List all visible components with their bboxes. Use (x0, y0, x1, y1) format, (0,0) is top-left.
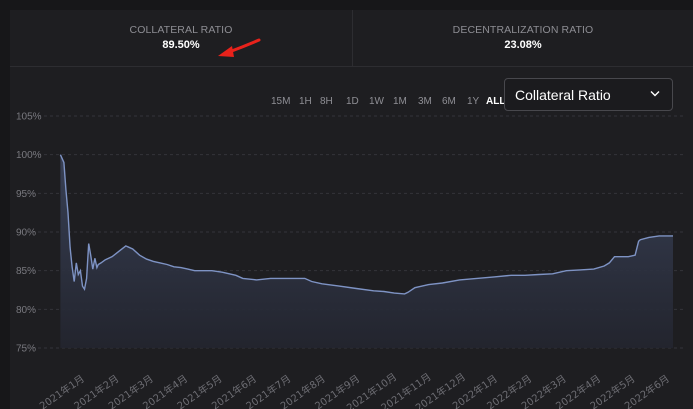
range-1d[interactable]: 1D (346, 96, 359, 107)
collateral-ratio-value: 89.50% (162, 39, 200, 51)
y-tick-label: 85% (16, 266, 36, 277)
y-axis-labels: 75% 80% 85% 90% 95% 100% 105% (16, 112, 42, 355)
metric-select[interactable]: Collateral Ratio (504, 78, 673, 111)
collateral-ratio-stat: COLLATERAL RATIO 89.50% (10, 10, 353, 66)
y-tick-label: 95% (16, 189, 36, 200)
red-arrow-icon (218, 38, 261, 57)
range-6m[interactable]: 6M (442, 96, 456, 107)
collateral-ratio-label: COLLATERAL RATIO (129, 24, 233, 36)
y-tick-label: 105% (16, 112, 42, 123)
range-3m[interactable]: 3M (418, 96, 432, 107)
decentralization-ratio-stat: DECENTRALIZATION RATIO 23.08% (353, 10, 693, 66)
chevron-down-icon (650, 91, 660, 97)
y-tick-label: 90% (16, 228, 36, 239)
range-1w[interactable]: 1W (369, 96, 384, 107)
range-1m[interactable]: 1M (393, 96, 407, 107)
range-1y[interactable]: 1Y (467, 96, 480, 107)
collateral-ratio-line (59, 154, 673, 295)
range-all[interactable]: ALL (486, 96, 506, 107)
red-arrow-head (218, 46, 234, 57)
decentralization-ratio-label: DECENTRALIZATION RATIO (452, 24, 594, 36)
collateral-ratio-chart: 75% 80% 85% 90% 95% 100% 105% 2021年1月2021年2月20… (16, 112, 685, 409)
metric-select-value: Collateral Ratio (515, 87, 611, 103)
ratio-panel: COLLATERAL RATIO 89.50% DECENTRALIZATION… (10, 10, 693, 409)
time-range-selector: 15M 1H 8H 1D 1W 1M 3M 6M 1Y ALL (271, 96, 505, 110)
y-tick-label: 75% (16, 344, 36, 355)
x-axis-labels: 2021年1月2021年2月2021年3月2021年4月2021年5月2021年… (37, 370, 672, 409)
range-8h[interactable]: 8H (320, 96, 333, 107)
decentralization-ratio-value: 23.08% (504, 39, 542, 51)
area-fill (60, 154, 673, 348)
y-tick-label: 100% (16, 150, 42, 161)
range-1h[interactable]: 1H (299, 96, 312, 107)
range-15m[interactable]: 15M (271, 96, 291, 107)
stats-header: COLLATERAL RATIO 89.50% DECENTRALIZATION… (10, 10, 693, 67)
y-tick-label: 80% (16, 305, 36, 316)
